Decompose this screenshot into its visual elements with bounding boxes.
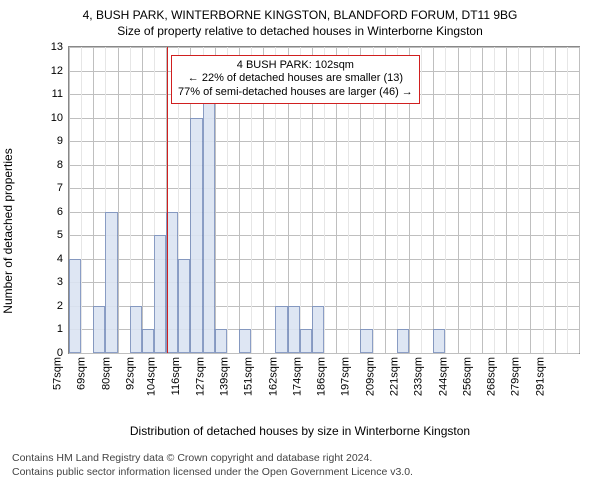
annotation-line: ← 22% of detached houses are smaller (13…: [178, 72, 413, 86]
gridline-v: [142, 47, 143, 353]
gridline-v: [458, 47, 459, 353]
gridline-v: [530, 47, 531, 353]
histogram-bar: [203, 94, 215, 353]
x-tick-label: 268sqm: [486, 316, 498, 357]
x-tick-label: 279sqm: [510, 316, 522, 357]
histogram-bar: [275, 306, 287, 353]
subtitle: Size of property relative to detached ho…: [12, 24, 588, 38]
footer: Contains HM Land Registry data © Crown c…: [12, 452, 588, 479]
minor-gridline-v: [567, 47, 568, 353]
annotation-line: 4 BUSH PARK: 102sqm: [178, 59, 413, 73]
x-tick-label: 291sqm: [534, 316, 546, 357]
x-axis-label: Distribution of detached houses by size …: [12, 424, 588, 438]
histogram-bar: [69, 259, 81, 353]
y-tick-label: 2: [57, 300, 69, 312]
x-tick-label: 57sqm: [51, 322, 63, 357]
histogram-bar: [105, 212, 117, 353]
gridline-v: [579, 47, 580, 353]
y-tick-label: 7: [57, 182, 69, 194]
y-tick-label: 6: [57, 206, 69, 218]
y-tick-label: 12: [51, 65, 69, 77]
histogram-bar: [178, 259, 190, 353]
histogram-bar: [190, 118, 202, 353]
address-line: 4, BUSH PARK, WINTERBORNE KINGSTON, BLAN…: [12, 8, 588, 22]
x-tick-label: 197sqm: [340, 316, 352, 357]
y-tick-label: 3: [57, 276, 69, 288]
y-axis-label: Number of detached properties: [1, 148, 15, 313]
gridline-v: [506, 47, 507, 353]
y-tick-label: 10: [51, 112, 69, 124]
x-tick-label: 233sqm: [413, 316, 425, 357]
minor-gridline-v: [494, 47, 495, 353]
gridline-v: [118, 47, 119, 353]
histogram-bar: [142, 329, 154, 353]
histogram-bar: [360, 329, 372, 353]
minor-gridline-v: [543, 47, 544, 353]
chart-area: Number of detached properties 0123456789…: [12, 42, 588, 420]
histogram-bar: [433, 329, 445, 353]
histogram-bar: [215, 329, 227, 353]
x-tick-label: 256sqm: [461, 316, 473, 357]
minor-gridline-v: [518, 47, 519, 353]
histogram-bar: [397, 329, 409, 353]
minor-gridline-v: [445, 47, 446, 353]
histogram-bar: [93, 306, 105, 353]
histogram-bar: [154, 235, 166, 353]
histogram-bar: [312, 306, 324, 353]
minor-gridline-v: [470, 47, 471, 353]
annotation-line: 77% of semi-detached houses are larger (…: [178, 86, 413, 100]
gridline-v: [555, 47, 556, 353]
histogram-bar: [300, 329, 312, 353]
y-tick-label: 4: [57, 253, 69, 265]
reference-line: [167, 47, 169, 353]
minor-gridline-v: [421, 47, 422, 353]
y-tick-label: 11: [52, 88, 69, 100]
histogram-bar: [288, 306, 300, 353]
y-tick-label: 5: [57, 229, 69, 241]
histogram-bar: [130, 306, 142, 353]
footer-line-2: Contains public sector information licen…: [12, 466, 588, 480]
annotation-box: 4 BUSH PARK: 102sqm← 22% of detached hou…: [171, 55, 420, 104]
gridline-v: [433, 47, 434, 353]
histogram-bar: [239, 329, 251, 353]
y-tick-label: 9: [57, 135, 69, 147]
footer-line-1: Contains HM Land Registry data © Crown c…: [12, 452, 588, 466]
y-tick-label: 13: [51, 41, 69, 53]
y-tick-label: 8: [57, 159, 69, 171]
minor-gridline-v: [81, 47, 82, 353]
gridline-v: [482, 47, 483, 353]
plot-region: 01234567891011121357sqm69sqm80sqm92sqm10…: [68, 46, 580, 354]
